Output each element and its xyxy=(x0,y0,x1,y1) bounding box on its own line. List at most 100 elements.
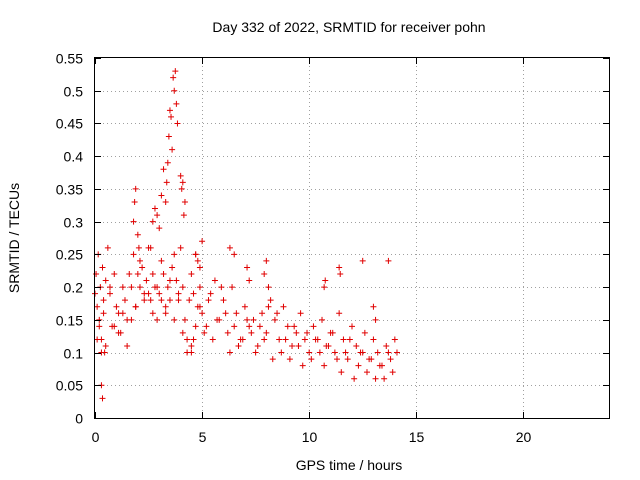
data-point xyxy=(265,303,272,310)
data-point xyxy=(192,251,199,258)
data-point xyxy=(173,100,180,107)
data-point xyxy=(154,284,161,291)
data-point xyxy=(175,297,182,304)
data-point xyxy=(329,329,336,336)
data-point xyxy=(316,349,323,356)
data-point xyxy=(180,212,187,219)
data-point xyxy=(131,199,138,205)
x-tick-label: 20 xyxy=(516,429,532,445)
data-point xyxy=(321,362,328,369)
data-point xyxy=(158,297,165,304)
data-point xyxy=(96,316,103,323)
data-point xyxy=(162,310,169,317)
data-point xyxy=(170,74,177,81)
y-tick-label: 0.1 xyxy=(64,346,84,362)
data-point xyxy=(171,251,178,258)
data-point xyxy=(132,185,139,192)
data-point xyxy=(368,356,375,363)
data-point xyxy=(265,284,272,291)
data-point xyxy=(168,113,175,120)
data-point xyxy=(104,244,111,251)
data-point xyxy=(174,120,181,127)
data-point xyxy=(164,159,171,166)
y-axis-label: SRMTID / TECUs xyxy=(6,183,22,293)
data-point xyxy=(280,303,287,310)
data-point xyxy=(106,284,113,291)
data-point xyxy=(149,271,156,277)
data-point xyxy=(331,349,338,356)
data-point xyxy=(224,329,231,336)
data-point xyxy=(164,284,171,291)
data-point xyxy=(269,356,276,363)
data-point xyxy=(256,323,263,330)
data-point xyxy=(119,310,126,317)
data-point xyxy=(175,290,182,297)
data-point xyxy=(154,316,161,323)
data-point xyxy=(166,107,173,114)
data-point xyxy=(128,284,135,291)
data-point xyxy=(374,349,381,356)
data-point xyxy=(102,343,109,349)
data-point xyxy=(233,310,240,317)
grid xyxy=(95,58,609,418)
data-point xyxy=(231,323,238,330)
data-point xyxy=(291,323,298,330)
data-point xyxy=(134,231,141,238)
y-tick-label: 0 xyxy=(75,411,83,427)
data-point xyxy=(207,290,214,297)
data-point xyxy=(186,297,193,304)
data-point xyxy=(359,349,366,356)
data-point xyxy=(99,395,106,402)
data-point xyxy=(156,290,163,297)
data-point xyxy=(132,303,139,310)
data-point xyxy=(370,336,377,343)
data-point xyxy=(171,87,178,94)
data-point xyxy=(321,284,328,291)
data-point xyxy=(363,369,370,376)
data-point xyxy=(98,349,105,356)
data-point xyxy=(163,179,170,186)
data-point xyxy=(102,277,109,284)
data-point xyxy=(188,343,195,349)
data-point xyxy=(149,310,156,317)
y-tick-labels: 0 0.05 0.1 0.15 0.2 0.25 0.3 0.35 0.4 0.45 0.5 0.55 xyxy=(56,51,83,427)
data-point xyxy=(194,257,201,264)
y-tick-label: 0.15 xyxy=(56,313,83,329)
data-point xyxy=(196,264,203,271)
data-point xyxy=(361,329,368,336)
data-point xyxy=(376,362,383,369)
data-point xyxy=(308,356,315,363)
y-tick-label: 0.25 xyxy=(56,247,83,263)
y-tick-label: 0.55 xyxy=(56,51,83,67)
data-point xyxy=(276,336,283,343)
data-point xyxy=(177,244,184,251)
data-point xyxy=(179,179,186,186)
data-point xyxy=(126,271,133,277)
data-point xyxy=(154,212,161,219)
data-point xyxy=(289,343,296,349)
data-point xyxy=(179,284,186,291)
data-point xyxy=(344,356,351,363)
data-point xyxy=(244,316,251,323)
data-point xyxy=(147,297,154,304)
data-point xyxy=(169,264,176,271)
axis-ticks xyxy=(95,58,609,419)
chart-title: Day 332 of 2022, SRMTID for receiver poh… xyxy=(212,19,485,35)
data-point xyxy=(349,323,355,330)
data-point xyxy=(184,336,191,343)
data-point xyxy=(166,297,173,304)
x-tick-label: 10 xyxy=(302,429,318,445)
data-point xyxy=(203,323,210,330)
data-point xyxy=(135,244,142,251)
data-point xyxy=(136,257,143,264)
data-point xyxy=(94,303,101,310)
data-point xyxy=(205,297,212,304)
data-point xyxy=(301,336,308,343)
data-point xyxy=(359,257,366,264)
data-point xyxy=(188,271,195,277)
data-point xyxy=(387,356,394,363)
data-point xyxy=(181,316,188,323)
x-axis-label: GPS time / hours xyxy=(296,457,403,473)
data-point xyxy=(297,310,304,317)
